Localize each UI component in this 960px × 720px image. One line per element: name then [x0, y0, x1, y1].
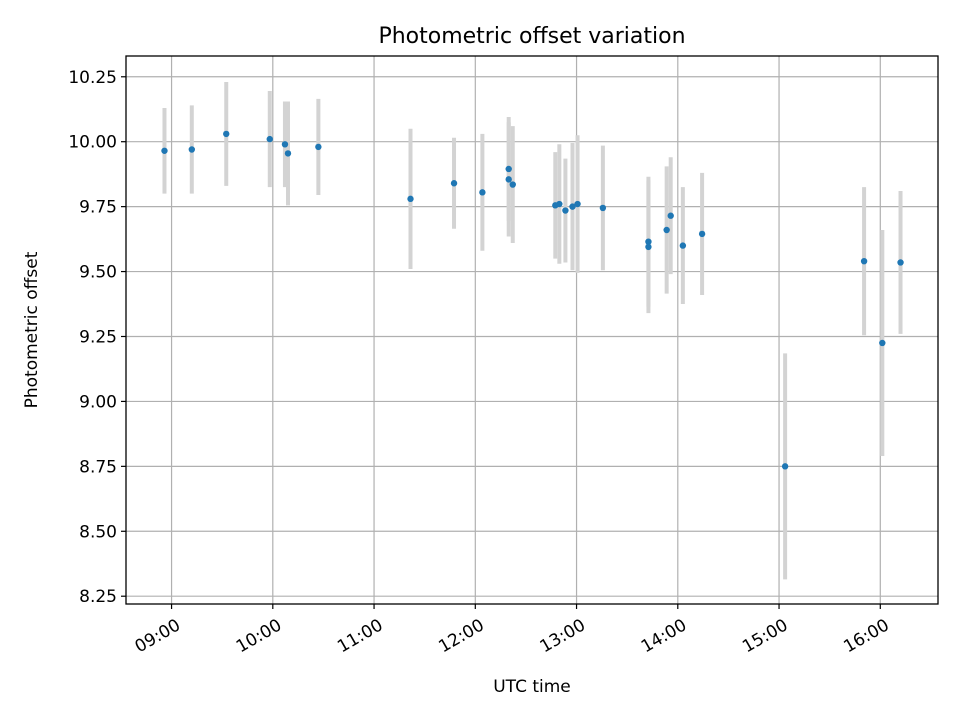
y-tick-label: 9.25: [79, 327, 117, 347]
data-point: [188, 146, 196, 153]
x-axis-label: UTC time: [493, 677, 571, 697]
data-point: [562, 207, 569, 214]
data-point: [407, 195, 414, 203]
data-point: [315, 143, 322, 151]
data-point: [223, 130, 230, 138]
data-point: [450, 180, 458, 187]
data-point: [284, 150, 292, 157]
data-point: [599, 204, 607, 212]
data-point: [667, 212, 674, 219]
data-point: [505, 176, 512, 183]
data-point: [663, 226, 670, 234]
data-point: [161, 147, 168, 154]
y-tick-label: 8.25: [79, 587, 117, 607]
y-axis-ticks: 8.25 8.50 8.75 9.00 9.25 9.50 9.75 10.00 10.25: [68, 68, 126, 607]
data-point: [897, 259, 904, 266]
data-point: [645, 238, 652, 245]
y-tick-label: 8.75: [79, 457, 117, 477]
data-point: [860, 257, 868, 265]
data-point: [556, 200, 563, 208]
data-point: [281, 141, 289, 148]
y-tick-label: 9.00: [79, 392, 117, 412]
data-point: [645, 243, 652, 251]
data-point: [509, 181, 516, 188]
data-point: [574, 200, 581, 208]
data-point: [781, 463, 789, 470]
y-tick-label: 9.50: [79, 263, 117, 283]
y-tick-label: 10.00: [68, 133, 117, 153]
data-point: [879, 339, 886, 347]
y-tick-label: 8.50: [79, 522, 117, 542]
y-tick-label: 10.25: [68, 68, 117, 88]
data-point: [505, 165, 512, 173]
data-point: [266, 135, 273, 143]
data-point: [698, 230, 706, 238]
y-axis-label: Photometric offset: [22, 251, 42, 408]
y-tick-label: 9.75: [79, 198, 117, 218]
grid: [126, 56, 938, 604]
data-points: [161, 130, 904, 470]
chart-title: Photometric offset variation: [378, 24, 685, 49]
data-point: [569, 203, 576, 210]
data-point: [679, 242, 687, 249]
data-point: [479, 189, 486, 196]
plot-frame: [125, 55, 939, 605]
